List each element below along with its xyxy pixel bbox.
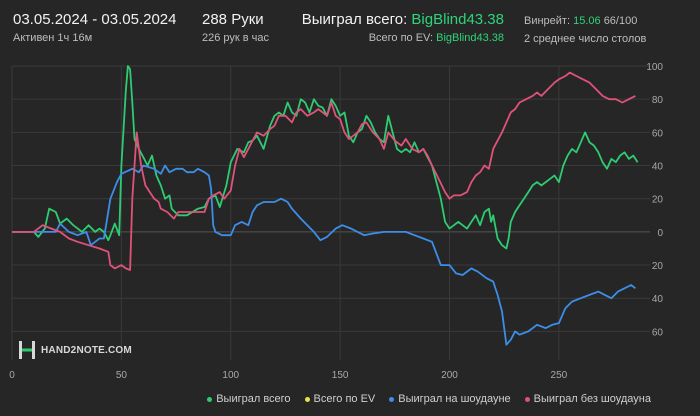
date-range: 03.05.2024 - 03.05.2024 [13,11,177,28]
x-tick-label: 0 [9,370,15,381]
y-tick-label: 60 [652,128,664,139]
winrate: Винрейт: 15.06 66/100 [524,14,646,28]
ev-total-value: BigBlind43.38 [436,32,504,44]
summary-header: 03.05.2024 - 03.05.2024 Активен 1ч 16м 2… [0,0,700,58]
hands-count: 288 Руки [202,11,264,28]
hand2note-logo: HAND2NOTE.COM [18,340,132,360]
hand2note-icon [19,341,35,359]
hand2note-text: HAND2NOTE.COM [41,344,132,356]
series-line-2 [12,164,636,346]
ev-total: Всего по EV: BigBlind43.38 [302,31,504,45]
y-tick-label: 40 [652,162,664,173]
x-tick-label: 50 [116,370,128,381]
legend-item[interactable]: Выиграл всего [207,393,291,405]
y-tick-label: 100 [646,62,663,73]
x-tick-label: 200 [441,370,458,381]
legend-item[interactable]: Выиграл без шоудауна [524,393,651,405]
y-tick-label: 60 [652,327,664,338]
y-tick-label: 0 [657,228,663,239]
legend-dot-icon [304,396,310,402]
total-won-value: BigBlind43.38 [411,11,504,28]
total-won-label: Выиграл всего: [301,11,408,28]
legend-dot-icon [389,396,395,402]
winrate-label: Винрейт: [524,15,571,27]
winnings-block: Выиграл всего: BigBlind43.38 Всего по EV… [302,10,504,45]
winrate-value: 15.06 [573,15,601,27]
legend-label: Выиграл всего [216,393,291,405]
y-tick-label: 40 [652,294,664,305]
winrate-block: Винрейт: 15.06 66/100 2 среднее число ст… [524,10,646,46]
avg-tables: 2 среднее число столов [524,33,647,45]
chart-legend: Выиграл всего Всего по EV Выиграл на шоуда… [207,393,651,405]
series-line-3 [12,71,636,271]
x-tick-label: 100 [222,370,239,381]
series-line-0 [12,65,639,250]
y-tick-label: 20 [652,261,664,272]
legend-dot-icon [524,396,530,402]
hands-per-hour: 226 рук в час [202,32,270,44]
y-tick-label: 20 [652,195,664,206]
legend-item[interactable]: Всего по EV [304,393,376,405]
ev-total-label: Всего по EV: [368,32,434,44]
legend-item[interactable]: Выиграл на шоудауне [389,393,511,405]
active-duration: Активен 1ч 16м [13,32,93,44]
legend-label: Выиграл на шоудауне [398,393,511,405]
hands-block: 288 Руки 226 рук в час [202,10,269,45]
series-lines [12,65,639,346]
y-tick-label: 80 [652,95,664,106]
session-dates-block: 03.05.2024 - 03.05.2024 Активен 1ч 16м [13,10,176,45]
legend-label: Всего по EV [313,393,376,405]
winrate-extra: 66/100 [603,15,638,27]
legend-label: Выиграл без шоудауна [533,393,651,405]
x-tick-label: 250 [551,370,568,381]
legend-dot-icon [207,396,213,402]
total-won: Выиграл всего: BigBlind43.38 [302,10,504,29]
x-tick-label: 150 [332,370,349,381]
